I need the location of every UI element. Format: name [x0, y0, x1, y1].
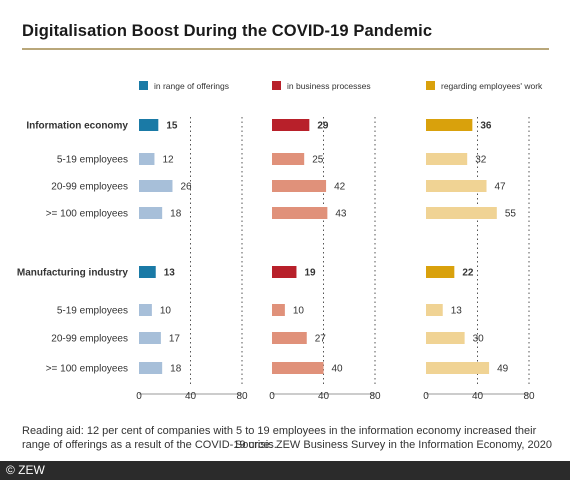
bar — [272, 119, 310, 131]
data-label: 49 — [497, 364, 509, 375]
bar — [272, 332, 307, 344]
bar — [426, 180, 487, 192]
legend-label: in range of offerings — [154, 81, 229, 91]
bar — [139, 362, 163, 374]
data-label: 15 — [166, 121, 178, 132]
x-tick-label: 80 — [523, 391, 535, 402]
bar — [139, 304, 152, 316]
category-label: 5-19 employees — [57, 155, 128, 166]
bar — [139, 207, 163, 219]
x-tick-label: 80 — [236, 391, 248, 402]
data-label: 10 — [160, 306, 172, 317]
bar — [272, 304, 285, 316]
category-label: >= 100 employees — [46, 209, 128, 220]
bar — [426, 304, 443, 316]
bar — [426, 153, 468, 165]
title-divider — [22, 48, 549, 50]
x-tick-label: 0 — [136, 391, 142, 402]
reading-aid-note: Reading aid: 12 per cent of companies wi… — [22, 425, 537, 451]
legend-swatch — [426, 81, 435, 90]
legend-swatch — [272, 81, 281, 90]
data-label: 32 — [475, 155, 487, 166]
data-label: 36 — [480, 121, 492, 132]
data-label: 25 — [312, 155, 324, 166]
data-label: 22 — [462, 268, 474, 279]
x-tick-label: 40 — [185, 391, 197, 402]
category-label: 20-99 employees — [51, 334, 128, 345]
bar — [426, 266, 455, 278]
footer-bar: © ZEW — [0, 461, 570, 480]
x-tick-label: 80 — [369, 391, 381, 402]
x-tick-label: 40 — [318, 391, 330, 402]
category-label: 5-19 employees — [57, 306, 128, 317]
bar — [426, 362, 490, 374]
bar — [272, 207, 328, 219]
legend-swatch — [139, 81, 148, 90]
bar — [139, 119, 159, 131]
category-label: Information economy — [26, 121, 128, 132]
bar — [272, 153, 305, 165]
x-tick-label: 40 — [472, 391, 484, 402]
data-label: 19 — [304, 268, 316, 279]
category-label: Manufacturing industry — [17, 268, 129, 279]
x-tick-label: 0 — [423, 391, 429, 402]
chart-title: Digitalisation Boost During the COVID-19… — [22, 22, 433, 40]
bar — [139, 266, 156, 278]
data-label: 13 — [451, 306, 463, 317]
source-note: Source: ZEW Business Survey in the Infor… — [234, 439, 552, 451]
category-label: >= 100 employees — [46, 364, 128, 375]
data-label: 27 — [315, 334, 327, 345]
data-label: 43 — [335, 209, 347, 220]
data-label: 17 — [169, 334, 181, 345]
bar — [272, 266, 297, 278]
legend-label: in business processes — [287, 81, 371, 91]
bar — [139, 332, 161, 344]
data-label: 42 — [334, 182, 346, 193]
bar-chart: Information economy 5-19 employees 20-99 e… — [17, 81, 543, 402]
data-label: 47 — [495, 182, 507, 193]
data-label: 55 — [505, 209, 517, 220]
bar — [426, 119, 473, 131]
bar — [272, 362, 324, 374]
data-label: 18 — [170, 209, 182, 220]
data-label: 13 — [164, 268, 176, 279]
data-label: 30 — [473, 334, 485, 345]
data-label: 18 — [170, 364, 182, 375]
data-label: 26 — [180, 182, 192, 193]
legend-label: regarding employees' work — [441, 81, 543, 91]
bar — [139, 180, 173, 192]
copyright-text: © ZEW — [6, 463, 45, 477]
category-label: 20-99 employees — [51, 182, 128, 193]
bar — [272, 180, 327, 192]
bar — [426, 332, 465, 344]
data-label: 10 — [293, 306, 305, 317]
bar — [426, 207, 497, 219]
data-label: 29 — [317, 121, 329, 132]
data-label: 40 — [332, 364, 344, 375]
x-tick-label: 0 — [269, 391, 275, 402]
data-label: 12 — [162, 155, 174, 166]
bar — [139, 153, 155, 165]
